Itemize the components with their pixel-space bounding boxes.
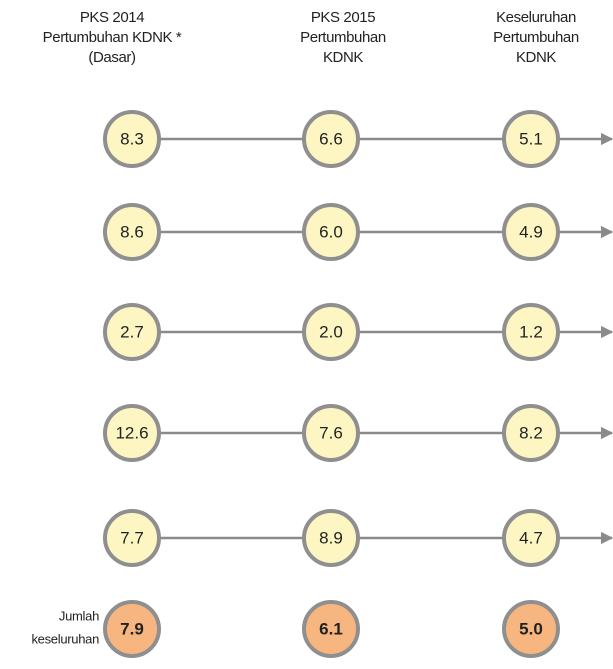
column-header: Pertumbuhan <box>300 29 386 46</box>
column-header: Keseluruhan <box>496 9 576 26</box>
value-label: 12.6 <box>115 423 148 442</box>
value-label: 8.9 <box>319 528 343 547</box>
column-header: Pertumbuhan KDNK * <box>43 29 182 46</box>
value-node <box>302 303 360 361</box>
value-node <box>302 600 360 658</box>
value-label: 7.6 <box>319 423 343 442</box>
value-label: 6.0 <box>319 222 343 241</box>
value-label: 5.0 <box>519 619 543 638</box>
value-label: 4.7 <box>519 528 543 547</box>
value-node <box>302 509 360 567</box>
value-label: 5.1 <box>519 129 543 148</box>
column-header: PKS 2014 <box>80 9 144 26</box>
value-label: 1.2 <box>519 322 543 341</box>
value-label: 6.1 <box>319 619 343 638</box>
total-label: Jumlah <box>59 608 99 623</box>
value-node <box>103 203 161 261</box>
total-label: keseluruhan <box>31 631 99 646</box>
value-node <box>302 110 360 168</box>
value-node <box>502 303 560 361</box>
column-header: PKS 2015 <box>311 9 375 26</box>
value-node <box>502 509 560 567</box>
value-label: 6.6 <box>319 129 343 148</box>
value-label: 2.0 <box>319 322 343 341</box>
value-node <box>103 303 161 361</box>
value-node <box>502 404 560 462</box>
column-header: (Dasar) <box>88 49 136 66</box>
value-node <box>502 600 560 658</box>
value-label: 7.9 <box>120 619 144 638</box>
value-label: 2.7 <box>120 322 144 341</box>
column-header: KDNK <box>323 49 363 66</box>
value-node <box>103 404 161 462</box>
value-node <box>302 203 360 261</box>
value-label: 8.6 <box>120 222 144 241</box>
value-node <box>103 600 161 658</box>
value-node <box>103 110 161 168</box>
column-header: Pertumbuhan <box>493 29 579 46</box>
value-node <box>302 404 360 462</box>
value-node <box>502 203 560 261</box>
value-node <box>103 509 161 567</box>
value-label: 8.3 <box>120 129 144 148</box>
value-label: 8.2 <box>519 423 543 442</box>
column-header: KDNK <box>516 49 556 66</box>
value-label: 4.9 <box>519 222 543 241</box>
value-node <box>502 110 560 168</box>
value-label: 7.7 <box>120 528 144 547</box>
